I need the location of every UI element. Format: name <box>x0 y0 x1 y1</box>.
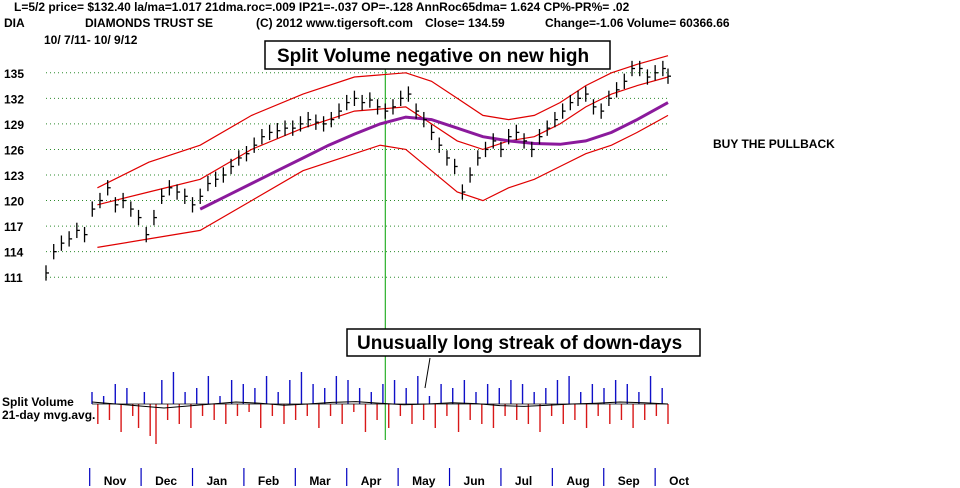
lower-band-line <box>97 114 669 248</box>
y-tick-label: 114 <box>4 246 24 260</box>
volume-average-line <box>91 401 669 409</box>
callout-pointer <box>424 357 431 389</box>
x-tick-label: Oct <box>669 474 689 488</box>
callout-box-down-days <box>346 328 701 357</box>
x-tick-label: Jun <box>464 474 485 488</box>
y-tick-label: 129 <box>4 118 24 132</box>
close-value: Close= 134.59 <box>425 16 505 30</box>
gridlines <box>46 72 668 278</box>
y-tick-label: 132 <box>4 92 24 106</box>
y-tick-label: 117 <box>4 220 24 234</box>
x-tick-label: Aug <box>566 474 589 488</box>
price-bars <box>45 60 671 281</box>
callout-down-days: Unusually long streak of down-days <box>357 333 682 354</box>
moving-average <box>199 101 669 211</box>
upper-band-line <box>97 55 669 189</box>
x-tick-label: Nov <box>104 474 127 488</box>
y-axis-ticks: 111 114 117 120 123 126 129 132 135 <box>4 67 24 285</box>
y-tick-label: 135 <box>4 67 24 81</box>
inner-band-line <box>97 76 669 206</box>
change-volume: Change=-1.06 Volume= 60366.66 <box>545 16 730 30</box>
y-tick-label: 111 <box>4 271 23 285</box>
x-tick-label: Jul <box>515 474 532 488</box>
header-stats: L=5/2 price= $132.40 la/ma=1.017 21dma.r… <box>14 0 630 14</box>
x-tick-label: Apr <box>361 474 382 488</box>
date-range: 10/ 7/11- 10/ 9/12 <box>44 33 138 47</box>
x-tick-label: Jan <box>207 474 228 488</box>
x-tick-label: May <box>412 474 436 488</box>
volume-label: Split Volume <box>2 395 74 409</box>
x-axis-ticks: Nov Dec Jan Feb Mar Apr May Jun Jul Aug Sep Oct <box>89 468 689 488</box>
split-volume-bars <box>91 372 669 444</box>
callout-box-new-high <box>264 40 611 70</box>
callout-new-high: Split Volume negative on new high <box>277 46 589 67</box>
moving-average-line <box>199 101 669 211</box>
symbol-label: DIA <box>4 16 25 30</box>
buy-the-pullback-note: BUY THE PULLBACK <box>713 137 835 151</box>
x-tick-label: Dec <box>155 474 177 488</box>
price-bands <box>97 55 669 248</box>
x-tick-label: Sep <box>618 474 640 488</box>
y-tick-label: 126 <box>4 143 24 157</box>
x-tick-label: Feb <box>258 474 279 488</box>
x-tick-label: Mar <box>309 474 331 488</box>
y-tick-label: 123 <box>4 169 24 183</box>
volume-avg-label: 21-day mvg.avg. <box>2 408 95 422</box>
y-tick-label: 120 <box>4 195 24 209</box>
security-name: DIAMONDS TRUST SE <box>85 16 213 30</box>
copyright-source: (C) 2012 www.tigersoft.com <box>256 16 413 30</box>
